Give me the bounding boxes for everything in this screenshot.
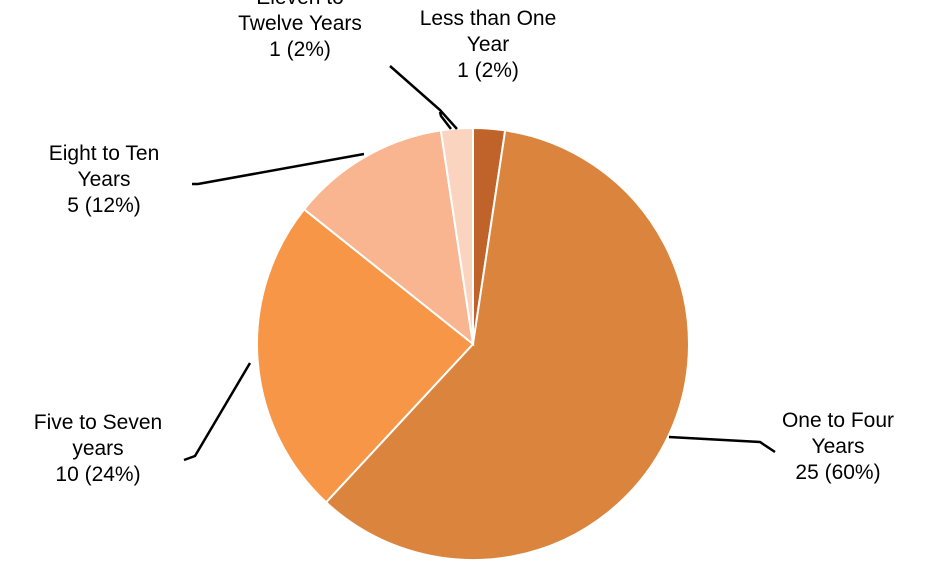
slice-category-label: One to Four xyxy=(782,409,894,432)
slice-value-label: 10 (24%) xyxy=(55,463,140,486)
slice-label-5: Eleven to Twelve Years 1 (2%) xyxy=(238,0,362,61)
leader-line-2 xyxy=(668,435,776,454)
slice-category-label: Less than One xyxy=(420,7,557,30)
slice-label-2: One to Four Years 25 (60%) xyxy=(782,409,894,484)
slice-category-label: years xyxy=(72,437,123,460)
leader-line-4 xyxy=(192,152,365,186)
slice-value-label: 1 (2%) xyxy=(457,59,519,82)
slice-category-label: Five to Seven xyxy=(34,411,162,434)
slice-value-label: 25 (60%) xyxy=(795,461,880,484)
slice-category-label: Eleven to xyxy=(256,0,344,9)
leader-line-5 xyxy=(438,111,452,130)
leader-line-1 xyxy=(389,65,458,130)
slice-category-label: Eight to Ten xyxy=(49,142,160,165)
pie-slice-2 xyxy=(324,129,690,561)
slice-label-3: Five to Seven years 10 (24%) xyxy=(34,411,162,486)
slice-label-4: Eight to Ten Years 5 (12%) xyxy=(49,142,160,217)
pie-slice-3 xyxy=(256,207,475,504)
leader-line-3 xyxy=(183,362,252,462)
slice-value-label: 1 (2%) xyxy=(269,38,331,61)
slice-category-label: Twelve Years xyxy=(238,12,362,35)
slice-category-label: Year xyxy=(467,33,509,56)
slice-category-label: Years xyxy=(78,168,131,191)
slice-category-label: Years xyxy=(812,435,865,458)
pie-slice-4 xyxy=(302,129,475,347)
slice-label-1: Less than One Year 1 (2%) xyxy=(420,7,557,82)
slice-value-label: 5 (12%) xyxy=(67,194,141,217)
